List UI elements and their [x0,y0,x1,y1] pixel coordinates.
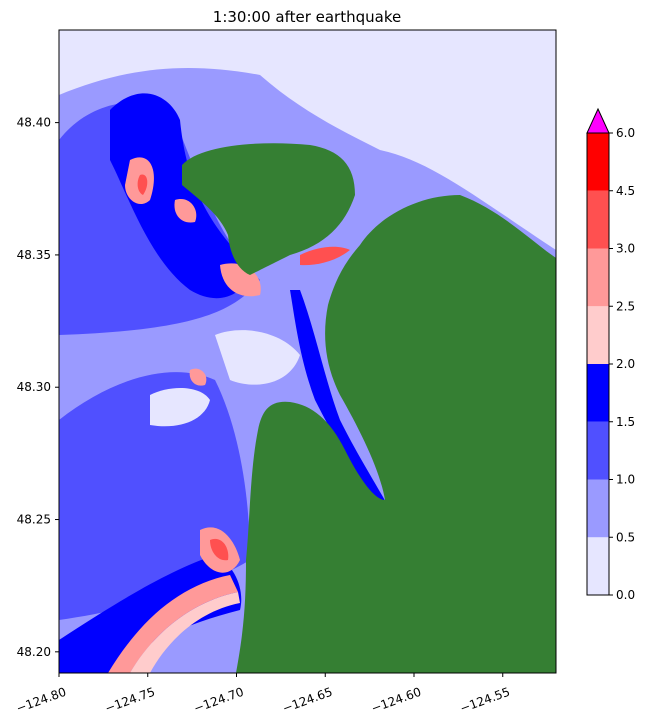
wave-band-deep-south [59,555,242,673]
colorbar-tick-label: 2.5 [616,299,635,313]
x-axis: −124.80 −124.75 −124.70 −124.65 −124.60 −124.… [14,673,512,716]
y-tick-label: 48.20 [17,645,51,659]
x-tick-label: −124.70 [192,685,246,716]
wave-band-deep-channel [290,290,390,515]
y-axis: 48.20 48.25 48.30 48.35 48.40 [17,116,59,659]
colorbar-segment [587,537,609,595]
y-tick-label: 48.30 [17,380,51,394]
x-tick-label: −124.75 [103,685,157,716]
colorbar-tick-label: 0.5 [616,530,635,544]
y-tick-label: 48.25 [17,513,51,527]
wave-arc-south [108,575,238,673]
colorbar-segment [587,248,609,307]
colorbar-tick-label: 1.0 [616,473,635,487]
colorbar-segment [587,364,609,422]
wave-arc-south-inner [130,592,240,673]
colorbar-tick-label: 6.0 [616,126,635,140]
colorbar-tick-label: 1.5 [616,415,635,429]
light-pocket-west [150,388,210,427]
x-tick-label: −124.60 [369,685,423,716]
colorbar-tick-label: 4.5 [616,184,635,198]
colorbar-tick-label: 0.0 [616,588,635,602]
colorbar-tick-label: 3.0 [616,242,635,256]
x-tick-label: −124.55 [458,685,512,716]
light-pocket-central [215,330,300,385]
colorbar-segment [587,190,609,249]
chart-title: 1:30:00 after earthquake [213,8,401,26]
map-area [59,30,556,673]
wave-band-deep [110,93,255,299]
colorbar-segment [587,479,609,538]
colorbar-extend-max [586,107,610,134]
colorbar-segment [587,133,609,191]
plot-frame [58,29,557,674]
x-tick-label: −124.80 [14,685,68,716]
colorbar-tick-label: 2.0 [616,357,635,371]
y-tick-label: 48.35 [17,248,51,262]
colorbar-segment [587,421,609,480]
colorbar: 0.0 0.5 1.0 1.5 2.0 2.5 3.0 4.5 6.0 [586,107,635,602]
mainland-east [236,195,556,673]
y-tick-label: 48.40 [17,116,51,130]
x-tick-label: −124.65 [281,685,335,716]
colorbar-segment [587,306,609,364]
island-north [182,143,355,275]
